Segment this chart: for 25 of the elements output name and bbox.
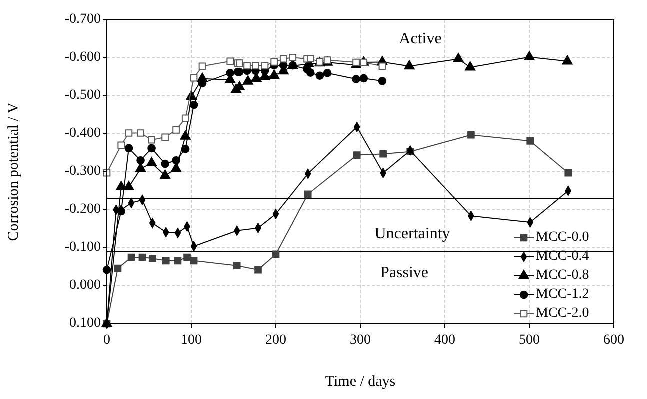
y-tick-label: -0.500 [64, 88, 101, 104]
y-tick-label: -0.100 [64, 240, 101, 256]
y-tick-label: 0.000 [70, 278, 101, 294]
x-tick-label: 300 [350, 333, 371, 348]
legend-label: MCC-1.2 [536, 287, 590, 302]
x-tick-label: 100 [181, 333, 202, 348]
annotation: Uncertainty [374, 225, 450, 242]
legend-label: MCC-2.0 [536, 306, 590, 322]
x-tick-label: 500 [519, 333, 540, 348]
y-axis-title: Corrosion potential / V [6, 102, 22, 242]
x-tick-label: 600 [604, 333, 624, 348]
x-tick-label: 0 [104, 333, 110, 348]
legend-label: MCC-0.8 [536, 268, 590, 284]
legend-label: MCC-0.0 [536, 230, 590, 246]
y-tick-label: -0.700 [64, 12, 101, 28]
y-tick-label: -0.200 [64, 202, 101, 218]
y-tick-label: -0.600 [64, 50, 101, 66]
annotation: Passive [380, 264, 428, 282]
x-tick-label: 200 [266, 333, 286, 348]
y-tick-label: 0.100 [70, 316, 101, 332]
y-tick-label: -0.400 [64, 126, 101, 142]
y-tick-label: -0.300 [64, 164, 101, 180]
annotation: Active [399, 30, 442, 48]
x-axis-title: Time / days [325, 374, 396, 390]
x-tick-label: 400 [434, 333, 456, 348]
